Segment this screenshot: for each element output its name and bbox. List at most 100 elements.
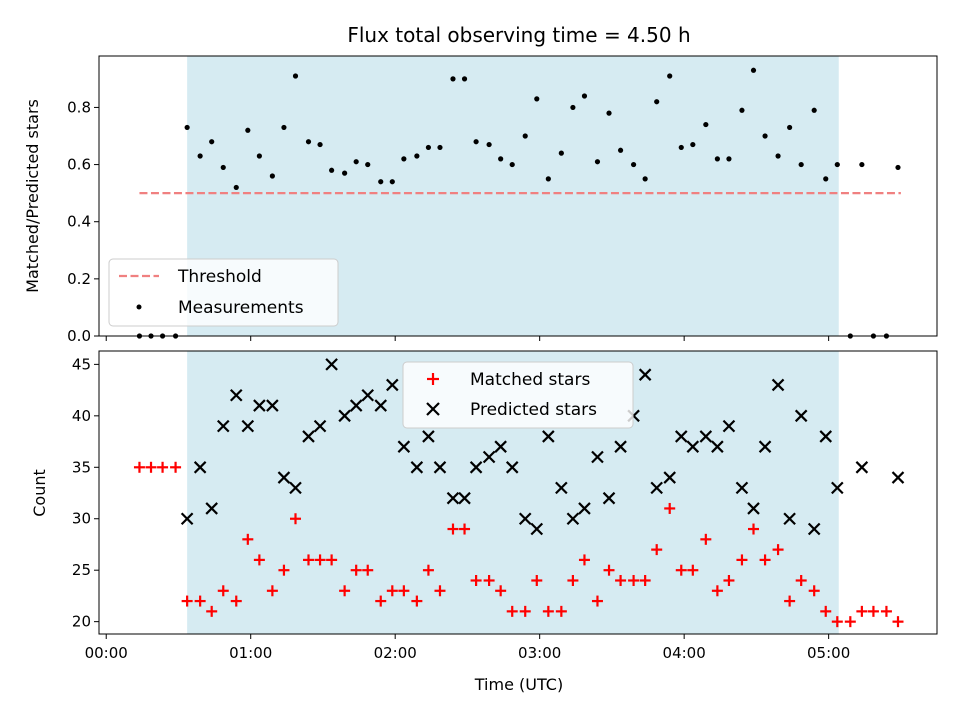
predicted-star-point: [374, 399, 388, 412]
predicted-star-point: [650, 481, 663, 495]
predicted-star-point: [602, 491, 616, 505]
matched-star-point: [759, 554, 771, 566]
predicted-star-point: [446, 491, 460, 505]
measurement-point: [798, 161, 804, 168]
measurement-point: [461, 76, 468, 82]
predicted-star-point: [253, 399, 266, 412]
matched-star-point: [350, 564, 362, 576]
matched-star-point: [411, 595, 423, 607]
legend-matched-swatch: [427, 373, 439, 385]
predicted-star-point: [794, 409, 808, 423]
measurement-point: [642, 176, 648, 182]
measurement-point: [414, 153, 420, 159]
matched-star-point: [892, 616, 904, 628]
predicted-star-point: [458, 491, 471, 505]
matched-star-point: [639, 574, 651, 586]
bottom-plot-frame: [98, 350, 938, 635]
y-tick-label: 25: [72, 561, 91, 579]
predicted-star-point: [180, 512, 194, 526]
measurement-point: [678, 144, 684, 151]
matched-star-point: [675, 564, 687, 576]
matched-star-point: [831, 616, 843, 628]
predicted-star-point: [422, 430, 435, 443]
measurement-point: [787, 124, 793, 131]
y-tick-label: 45: [72, 355, 91, 373]
x-tick-label: 02:00: [374, 644, 417, 662]
matched-star-point: [795, 574, 807, 586]
predicted-star-point: [758, 440, 772, 453]
predicted-star-point: [313, 419, 327, 433]
matched-star-point: [542, 605, 554, 617]
chart-title: Flux total observing time = 4.50 h: [347, 23, 690, 47]
measurement-point: [703, 121, 709, 128]
predicted-star-point: [361, 388, 375, 402]
measurement-point: [558, 150, 564, 156]
x-axis-label: Time (UTC): [474, 675, 563, 694]
predicted-star-point: [591, 450, 604, 464]
measurement-point: [775, 153, 781, 159]
predicted-star-point: [783, 512, 796, 526]
predicted-star-point: [397, 440, 411, 453]
matched-star-point: [820, 605, 832, 617]
bottom-y-axis-label: Count: [30, 469, 49, 517]
measurement-point: [209, 139, 215, 145]
matched-star-point: [206, 605, 218, 617]
predicted-star-point: [555, 481, 568, 495]
measurement-point: [739, 107, 745, 113]
predicted-star-point: [530, 522, 544, 536]
y-tick-label: 35: [72, 458, 91, 476]
matched-star-point: [615, 574, 627, 586]
x-tick-label: 05:00: [807, 644, 850, 662]
matched-star-point: [711, 585, 723, 597]
matched-star-point: [723, 574, 735, 586]
matched-star-point: [506, 605, 518, 617]
measurement-point: [581, 93, 588, 99]
predicted-star-point: [241, 419, 255, 433]
x-tick-label: 01:00: [229, 644, 272, 662]
matched-star-point: [145, 461, 157, 473]
matched-star-point: [278, 564, 290, 576]
y-tick-label: 0.2: [67, 270, 91, 288]
predicted-star-point: [386, 378, 399, 392]
predicted-star-point: [735, 481, 749, 495]
measurement-point: [305, 139, 312, 145]
matched-star-point: [628, 574, 640, 586]
bottom-matched-points-group: [133, 461, 904, 628]
bottom-predicted-points-group: [180, 358, 905, 536]
predicted-star-point: [349, 399, 363, 412]
predicted-star-point: [482, 450, 496, 464]
predicted-star-point: [891, 471, 905, 484]
predicted-star-point: [410, 461, 424, 474]
measurement-point: [714, 156, 720, 162]
matched-star-point: [867, 605, 879, 617]
top-x-ticks-group: [105, 336, 830, 341]
measurement-point: [895, 164, 901, 171]
matched-star-point: [447, 523, 459, 535]
measurement-point: [256, 153, 262, 159]
measurement-point: [342, 170, 348, 176]
predicted-star-point: [266, 399, 279, 412]
bottom-panel: 20 25 30 35 40 45 00:00 01:00 02:00 03:00 04:00 05…: [30, 350, 938, 694]
matched-star-point: [194, 595, 206, 607]
predicted-star-point: [277, 471, 291, 484]
y-tick-label: 40: [72, 407, 91, 425]
predicted-star-point: [711, 440, 724, 453]
matched-star-point: [230, 595, 242, 607]
top-points-group: [136, 67, 901, 339]
measurement-point: [859, 161, 865, 168]
legend-measurements-label: Measurements: [178, 298, 304, 318]
matched-star-point: [434, 585, 446, 597]
matched-star-point: [422, 564, 434, 576]
matched-star-point: [880, 605, 892, 617]
predicted-star-point: [831, 481, 844, 495]
matched-star-point: [339, 585, 351, 597]
y-tick-label: 20: [72, 613, 91, 631]
matched-star-point: [483, 574, 495, 586]
measurement-point: [654, 99, 660, 105]
predicted-star-point: [638, 368, 652, 381]
predicted-star-point: [807, 522, 821, 536]
measurement-point: [726, 156, 732, 162]
measurement-point: [534, 96, 540, 102]
predicted-star-point: [566, 512, 580, 526]
matched-star-point: [375, 595, 387, 607]
